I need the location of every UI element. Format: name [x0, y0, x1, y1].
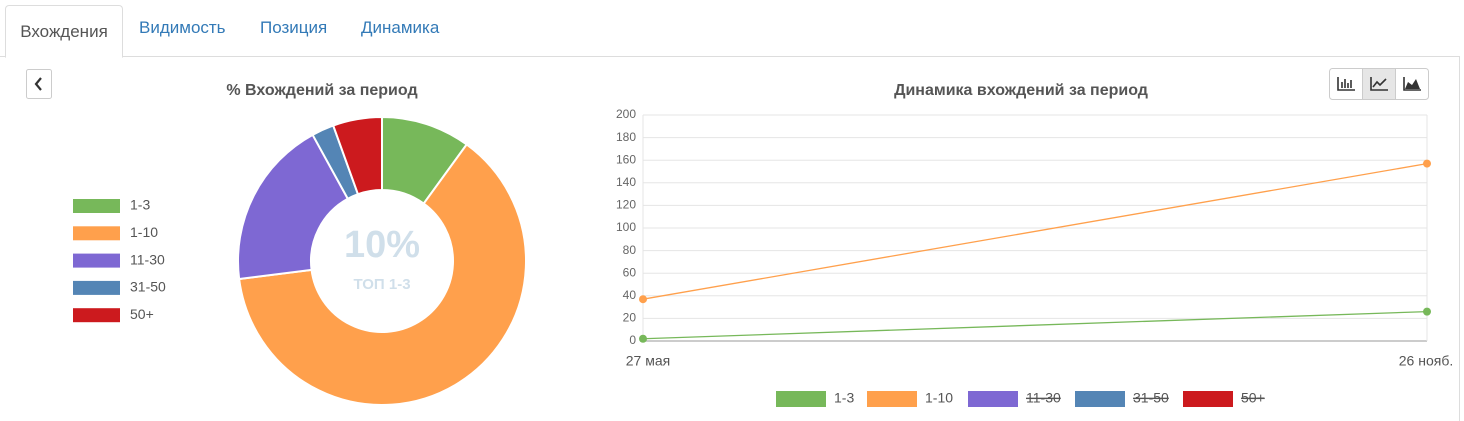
legend-label: 11-30 [130, 251, 165, 267]
legend-label[interactable]: 50+ [1241, 390, 1265, 406]
legend-swatch [73, 308, 120, 323]
y-tick-label: 180 [616, 130, 636, 144]
chart-title: % Вхождений за период [226, 82, 417, 99]
y-tick-label: 100 [616, 220, 636, 234]
point [639, 334, 647, 343]
legend-swatch [1183, 391, 1233, 407]
tab[interactable]: Видимость [139, 18, 226, 37]
y-tick-label: 80 [623, 243, 637, 257]
point [639, 295, 647, 304]
point [1423, 159, 1431, 168]
center-sublabel: ТОП 1-3 [353, 276, 410, 293]
chart-title: Динамика вхождений за период [894, 82, 1148, 99]
legend-swatch [867, 391, 917, 407]
border [1459, 56, 1460, 421]
tab[interactable]: Позиция [260, 18, 328, 37]
legend-label[interactable]: 31-50 [1133, 390, 1169, 406]
legend-label[interactable]: 11-30 [1026, 390, 1061, 406]
tab-bar: Вхождения Видимость Позиция Динамика [0, 0, 1460, 58]
y-tick-label: 0 [629, 333, 636, 347]
line [642, 310, 1428, 340]
legend-label: 1-10 [130, 224, 158, 240]
pie-slice [238, 143, 527, 406]
y-tick-label: 40 [623, 288, 637, 302]
x-tick-label: 26 нояб. [1399, 353, 1453, 369]
tab[interactable]: Вхождения [5, 5, 123, 58]
legend-label[interactable]: 1-3 [834, 390, 854, 406]
y-tick-label: 60 [623, 265, 637, 279]
pie-slice [331, 115, 383, 196]
line [642, 162, 1428, 300]
y-tick-label: 160 [616, 152, 636, 166]
tab[interactable]: Динамика [361, 18, 440, 37]
legend-label[interactable]: 1-10 [925, 390, 953, 406]
legend-label: 1-3 [130, 197, 150, 213]
legend-swatch [73, 253, 120, 268]
y-tick-label: 120 [616, 198, 636, 212]
center-label: 10% [344, 224, 420, 266]
line-icon[interactable] [1370, 77, 1388, 91]
legend-swatch [968, 391, 1018, 407]
y-tick-label: 140 [616, 175, 636, 189]
legend-swatch [73, 280, 120, 295]
pie-slice [237, 133, 350, 281]
legend-swatch [73, 226, 120, 241]
legend-swatch [1075, 391, 1125, 407]
chart-type-buttons [1329, 68, 1429, 100]
back-button[interactable] [26, 69, 52, 99]
legend-swatch [776, 391, 826, 407]
point [1423, 307, 1431, 316]
x-tick-label: 27 мая [626, 353, 670, 369]
area-icon[interactable] [1403, 77, 1421, 91]
y-tick-label: 200 [616, 107, 636, 121]
legend-swatch [73, 199, 120, 213]
legend-label: 50+ [130, 306, 154, 322]
legend-label: 31-50 [130, 279, 166, 295]
bar-icon[interactable] [1337, 77, 1355, 91]
y-tick-label: 20 [623, 311, 637, 325]
